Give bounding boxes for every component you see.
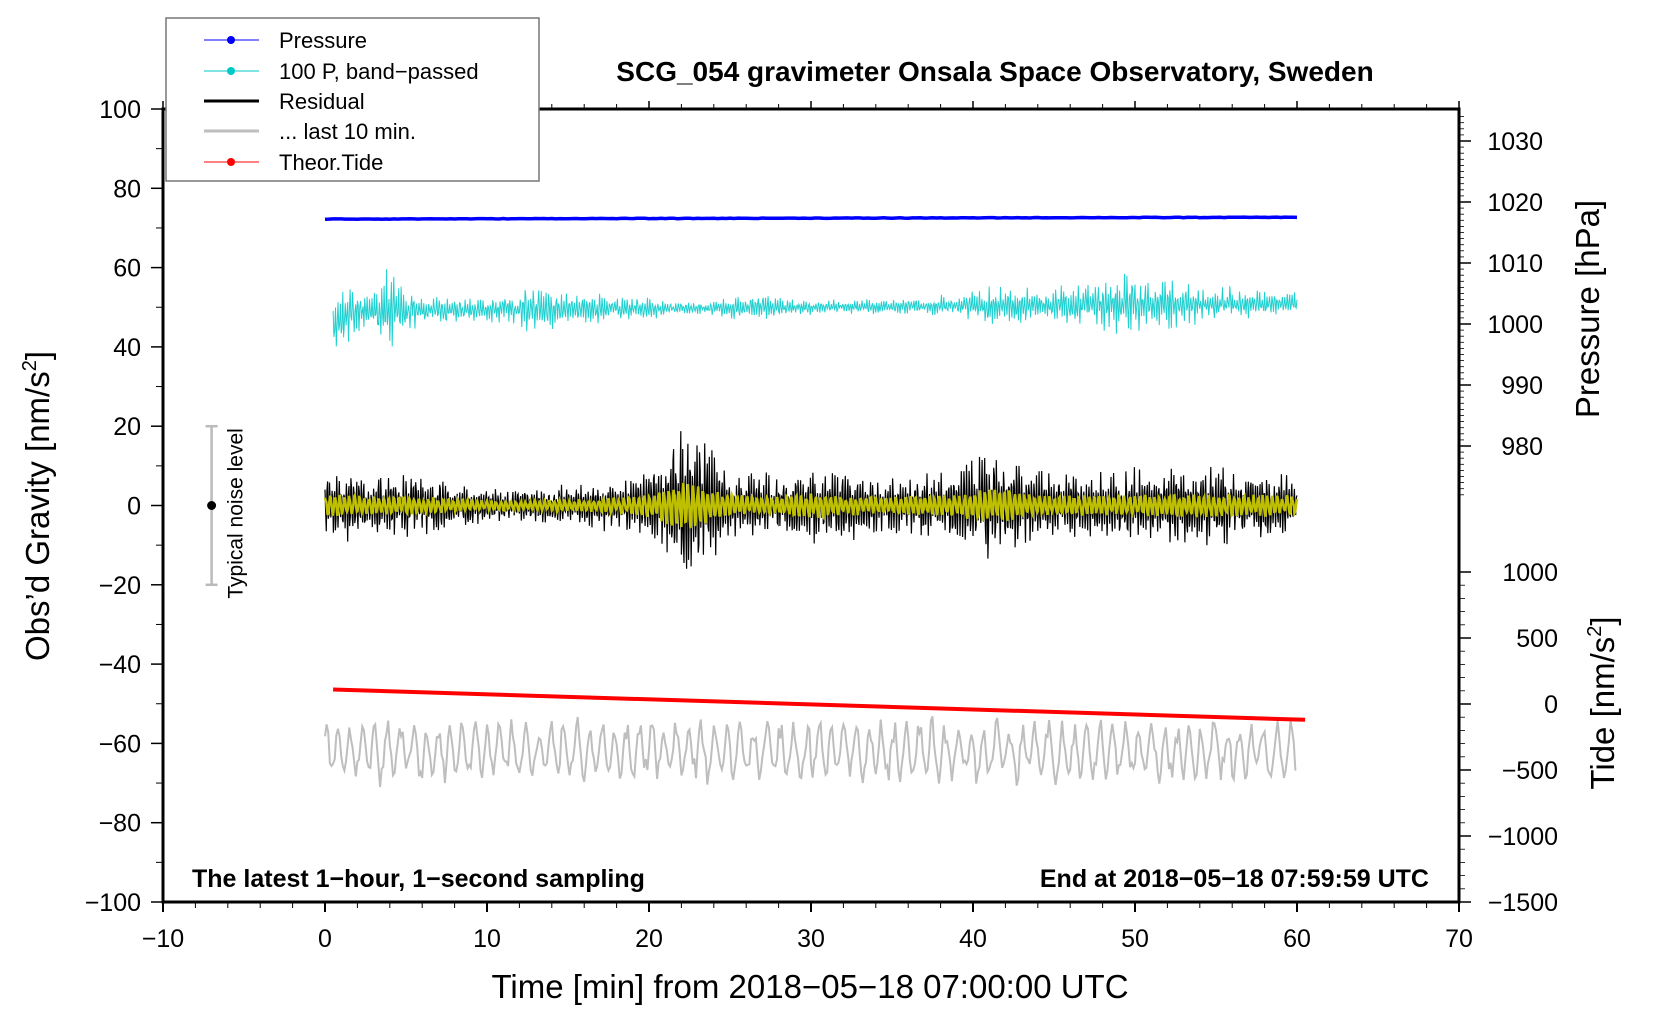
pressure-tick-label: 1000 [1487,311,1543,339]
y-axis-label-tide: Tide [nm/s2] [1584,616,1621,789]
pressure-tick-label: 990 [1501,372,1543,400]
tide-tick-label: 500 [1516,625,1558,653]
tide-tick-label: 0 [1544,691,1558,719]
legend: Pressure 100 P, band−passed Residual ... la… [165,17,540,182]
series-residual-smoothed [323,482,1299,529]
x-tick-label: 20 [635,925,663,953]
tide-tick-label: −1000 [1488,823,1558,851]
y-tick-label: 80 [113,175,141,203]
annotation-sampling: The latest 1−hour, 1−second sampling [192,865,645,893]
noise-dot [207,501,217,510]
x-tick-label: −10 [142,925,184,953]
legend-label: ... last 10 min. [279,119,416,144]
x-tick-label: 10 [473,925,501,953]
series-band-passed-pressure [332,269,1298,347]
y-tick-label: −20 [99,572,141,600]
legend-swatch-dot [227,158,235,166]
pressure-tick-label: 980 [1501,433,1543,461]
y-tick-label: 20 [113,413,141,441]
y-tick-label: 40 [113,334,141,362]
y-tick-label: −40 [99,651,141,679]
x-tick-label: 30 [797,925,825,953]
y-tick-label: 100 [99,96,141,124]
y-axis-label-pressure: Pressure [hPa] [1569,200,1606,418]
legend-item: Pressure [204,28,367,53]
tide-tick-label: 1000 [1502,559,1558,587]
series-layer [323,215,1306,788]
legend-label: Theor.Tide [279,150,383,175]
tide-tick-label: −1500 [1488,889,1558,917]
legend-label: 100 P, band−passed [279,59,479,84]
legend-label: Pressure [279,28,367,53]
y-tick-label: −100 [85,889,141,917]
y-tick-label: 0 [127,493,141,521]
y-tick-label: −80 [99,810,141,838]
legend-item: ... last 10 min. [204,119,416,144]
x-axis-label: Time [min] from 2018−05−18 07:00:00 UTC [491,968,1128,1005]
series-pressure [324,215,1298,221]
legend-item: Residual [204,89,365,114]
pressure-tick-label: 1020 [1487,189,1543,217]
legend-swatch-dot [227,36,235,44]
legend-label: Residual [279,89,365,114]
x-tick-label: 40 [959,925,987,953]
series-last-10-min [324,716,1297,788]
pressure-tick-label: 1010 [1487,250,1543,278]
chart-title: SCG_054 gravimeter Onsala Space Observat… [616,56,1373,87]
ticks-layer: −10 0 10 20 30 40 50 60 70100806040200−20−40−60−… [85,96,1558,953]
x-tick-label: 70 [1445,925,1473,953]
x-tick-label: 0 [318,925,332,953]
annotation-end-time: End at 2018−05−18 07:59:59 UTC [1040,865,1429,893]
y-tick-label: −60 [99,730,141,758]
noise-level-indicator: Typical noise level [205,424,248,599]
legend-item: Theor.Tide [204,150,383,175]
noise-label: Typical noise level [225,428,248,598]
series-theor-tide [333,687,1306,722]
x-tick-label: 60 [1283,925,1311,953]
legend-swatch-dot [227,67,235,75]
x-tick-label: 50 [1121,925,1149,953]
pressure-tick-label: 1030 [1487,128,1543,156]
y-axis-label-gravity: Obs’d Gravity [nm/s2] [19,351,56,661]
tide-tick-label: −500 [1502,757,1558,785]
y-tick-label: 60 [113,255,141,283]
legend-item: 100 P, band−passed [204,59,479,84]
